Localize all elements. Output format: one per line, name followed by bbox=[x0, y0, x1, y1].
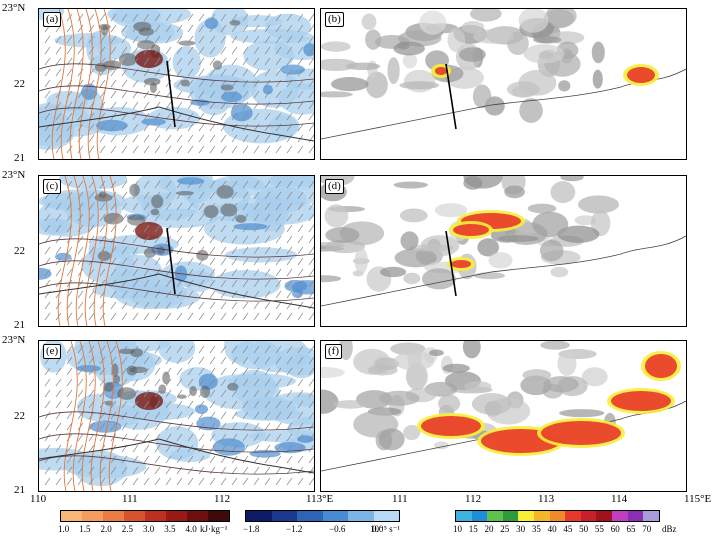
colorbar-label: 30 bbox=[516, 524, 526, 534]
panel-c: (c) bbox=[38, 175, 315, 327]
lat-tick-label: 21 bbox=[14, 319, 25, 331]
colorbar-vorticity bbox=[245, 510, 400, 522]
colorbar-unit: 10⁻⁵ s⁻¹ bbox=[370, 524, 401, 534]
panel-label: (a) bbox=[43, 12, 62, 27]
colorbar-label: 10 bbox=[453, 524, 462, 534]
lat-tick-label: 22 bbox=[14, 78, 25, 90]
panel-map bbox=[39, 341, 314, 491]
colorbar-label: 1.5 bbox=[79, 524, 91, 534]
colorbar-label: 2.5 bbox=[121, 524, 133, 534]
lat-tick-label: 23°N bbox=[2, 169, 26, 181]
panel-label: (b) bbox=[325, 12, 344, 27]
lon-tick-label: 112 bbox=[214, 493, 231, 505]
colorbar-label: 45 bbox=[563, 524, 573, 534]
lon-tick-label: 111 bbox=[392, 493, 408, 505]
panel-map bbox=[39, 176, 314, 326]
lon-tick-label: 115°E bbox=[684, 493, 712, 505]
panel-e: (e) bbox=[38, 340, 315, 492]
lat-tick-label: 21 bbox=[14, 152, 25, 164]
lon-tick-label: 113 bbox=[538, 493, 555, 505]
colorbar-label: 0.0 bbox=[372, 524, 384, 534]
lon-tick-label: 112 bbox=[465, 493, 482, 505]
colorbar-label: −1.8 bbox=[243, 524, 260, 534]
colorbar-label: 55 bbox=[594, 524, 604, 534]
colorbar-energy bbox=[60, 510, 230, 522]
colorbar-label: −0.6 bbox=[329, 524, 346, 534]
panel-a: (a) bbox=[38, 8, 315, 160]
colorbar-label: 35 bbox=[531, 524, 541, 534]
colorbar-unit: dBz bbox=[662, 524, 677, 534]
panel-map bbox=[321, 341, 686, 472]
colorbar-radar bbox=[455, 510, 660, 522]
panel-b: (b) bbox=[320, 8, 687, 160]
panel-f: (f) bbox=[320, 340, 687, 492]
panel-label: (c) bbox=[43, 179, 62, 194]
lon-tick-label: 113°E bbox=[306, 493, 334, 505]
lat-tick-label: 23°N bbox=[2, 334, 26, 346]
colorbar-label: 4.0 bbox=[185, 524, 197, 534]
colorbar-label: 70 bbox=[642, 524, 652, 534]
panel-map bbox=[321, 176, 686, 307]
colorbar-label: 40 bbox=[547, 524, 557, 534]
panel-label: (f) bbox=[325, 344, 342, 359]
colorbar-label: 3.0 bbox=[143, 524, 155, 534]
panel-map bbox=[321, 9, 686, 140]
colorbar-label: 20 bbox=[484, 524, 494, 534]
panel-d: (d) bbox=[320, 175, 687, 327]
colorbar-label: 3.5 bbox=[164, 524, 176, 534]
colorbar-label: 25 bbox=[500, 524, 510, 534]
panel-label: (e) bbox=[43, 344, 62, 359]
lon-tick-label: 111 bbox=[122, 493, 138, 505]
colorbar-label: 15 bbox=[468, 524, 478, 534]
panel-label: (d) bbox=[325, 179, 344, 194]
lat-tick-label: 22 bbox=[14, 245, 25, 257]
colorbar-unit: kJ·kg⁻¹ bbox=[200, 524, 228, 534]
colorbar-label: −1.2 bbox=[286, 524, 303, 534]
lat-tick-label: 22 bbox=[14, 410, 25, 422]
lon-tick-label: 114 bbox=[611, 493, 628, 505]
colorbar-label: 1.0 bbox=[58, 524, 70, 534]
panel-map bbox=[39, 9, 314, 159]
lon-tick-label: 110 bbox=[30, 493, 47, 505]
colorbar-label: 60 bbox=[610, 524, 620, 534]
colorbar-label: 2.0 bbox=[100, 524, 112, 534]
colorbar-label: 50 bbox=[579, 524, 589, 534]
lat-tick-label: 23°N bbox=[2, 2, 26, 14]
colorbar-label: 65 bbox=[626, 524, 636, 534]
lat-tick-label: 21 bbox=[14, 484, 25, 496]
